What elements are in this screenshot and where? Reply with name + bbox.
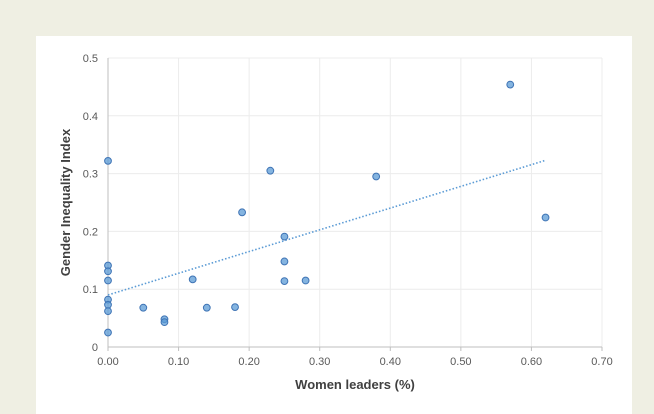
data-point [139,303,148,312]
y-tick-label: 0.4 [83,111,98,123]
scatter-chart: 0 0.1 0.2 0.3 0.4 0.5 0.00 0.10 0.20 0.30 0.40 0.5… [58,53,613,392]
data-point [541,213,550,222]
data-point [372,172,381,181]
x-tick-label: 0.30 [309,356,330,368]
data-point [280,277,289,286]
data-point [188,275,197,284]
grid-lines [108,57,603,347]
y-axis-title: Gender Inequality Index [58,128,73,276]
y-tick-label: 0.1 [83,284,98,296]
trendline-line [107,159,546,296]
data-point [301,276,310,285]
y-tick-label: 0.2 [83,226,98,238]
x-tick-label: 0.50 [450,356,471,368]
data-point [231,303,239,312]
trendline [107,159,546,296]
data-points [104,80,550,337]
x-axis-ticks: 0.00 0.10 0.20 0.30 0.40 0.50 0.60 0.70 [97,347,613,368]
data-point [104,300,112,309]
x-tick-label: 0.10 [168,356,189,368]
y-tick-label: 0.5 [83,53,98,65]
data-point [104,328,112,337]
data-point [280,232,289,241]
x-tick-label: 0.60 [521,356,542,368]
data-point [104,276,112,285]
data-point [202,303,211,312]
data-point [104,267,112,276]
y-tick-label: 0.3 [83,169,98,181]
x-axis-title: Women leaders (%) [295,377,415,392]
data-point [238,208,246,217]
data-point [280,257,289,266]
data-point [104,156,112,165]
chart-frame: 0 0.1 0.2 0.3 0.4 0.5 0.00 0.10 0.20 0.30 0.40 0.5… [36,36,632,414]
x-tick-label: 0.40 [380,356,401,368]
axes [107,58,602,348]
x-tick-label: 0.20 [238,356,259,368]
x-tick-label: 0.00 [97,356,118,368]
data-point [506,80,515,89]
y-tick-label: 0 [92,342,98,354]
x-tick-label: 0.70 [591,356,612,368]
data-point [160,318,169,327]
y-axis-ticks: 0 0.1 0.2 0.3 0.4 0.5 [83,53,98,354]
data-point [266,166,275,175]
data-point [104,307,112,316]
